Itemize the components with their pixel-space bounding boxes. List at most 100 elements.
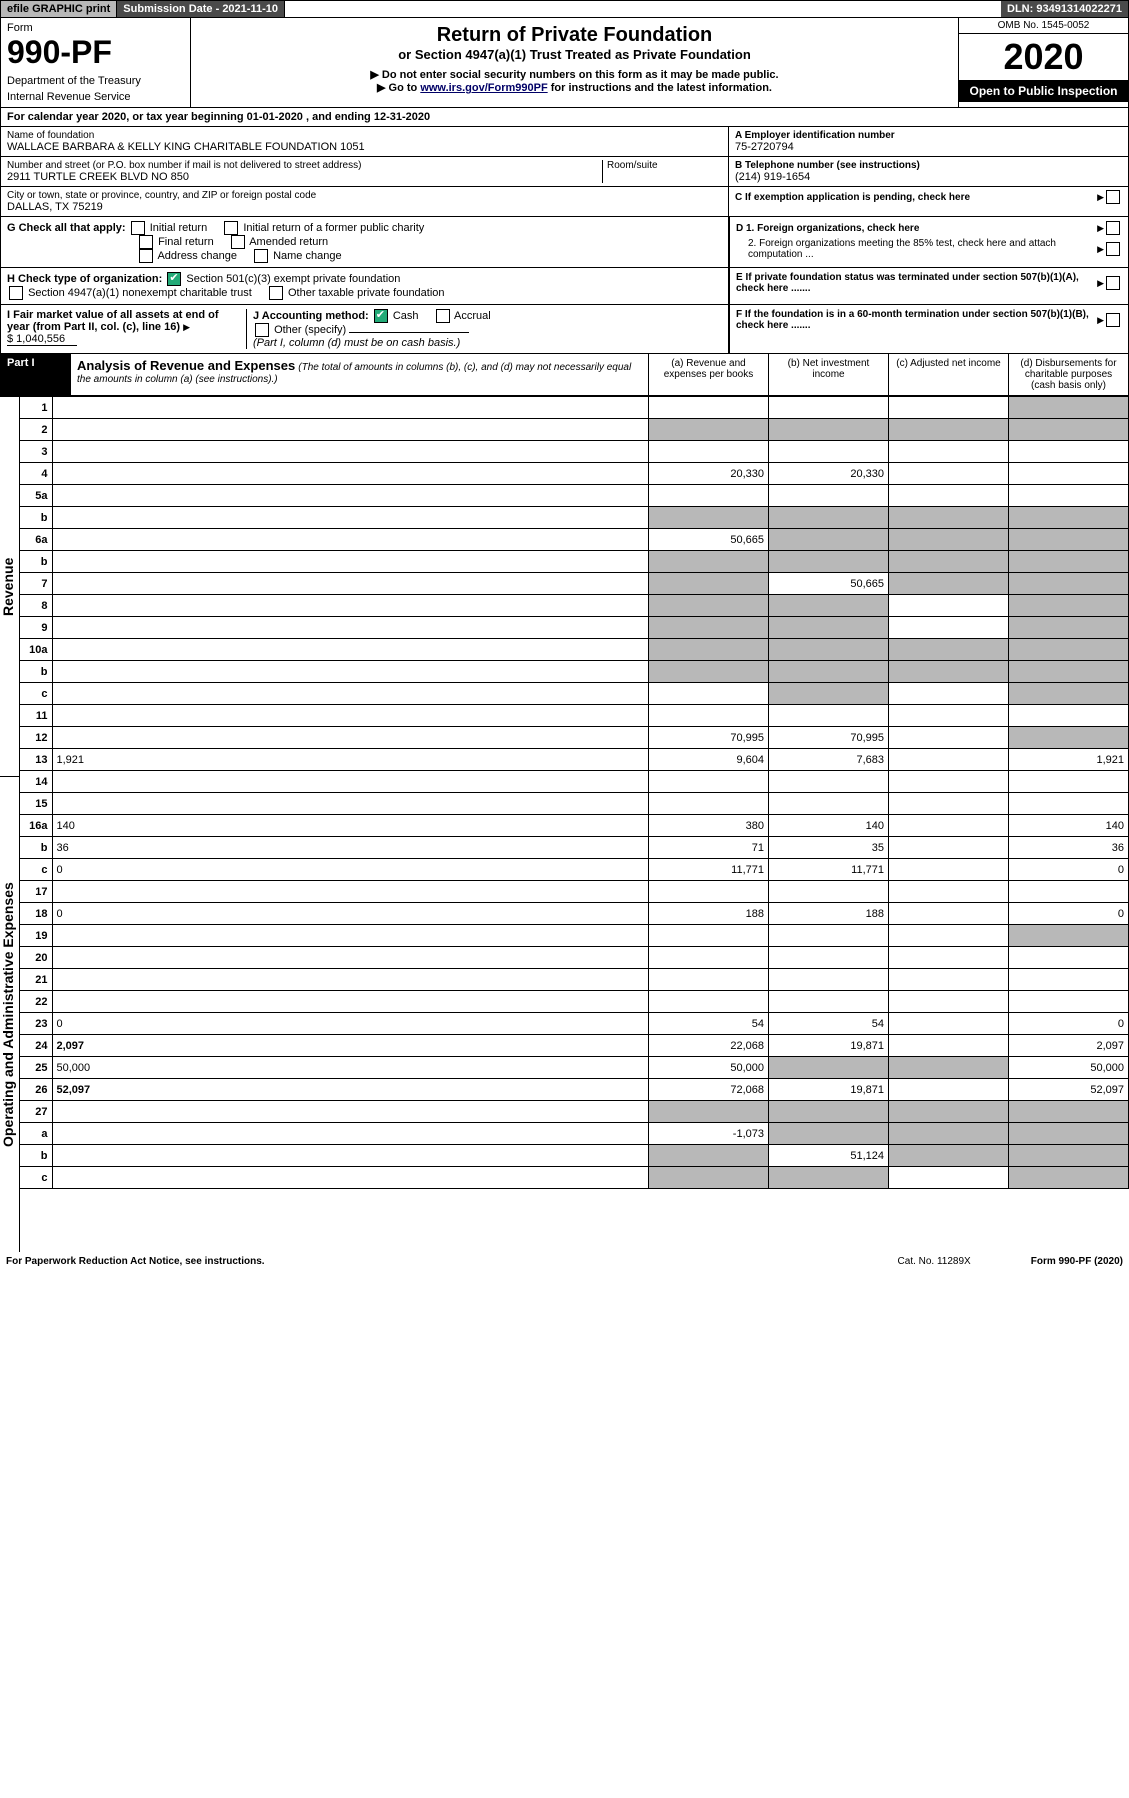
table-row: 6a50,665 xyxy=(20,529,1129,551)
line-desc: 0 xyxy=(52,1013,649,1035)
j-accrual-checkbox[interactable] xyxy=(436,309,450,323)
amount-col-d: 50,000 xyxy=(1009,1057,1129,1079)
amount-col-c xyxy=(889,1013,1009,1035)
amount-col-a xyxy=(649,573,769,595)
amount-col-b xyxy=(769,771,889,793)
col-c-header: (c) Adjusted net income xyxy=(888,354,1008,395)
j-other-field[interactable] xyxy=(349,332,469,333)
amount-col-c xyxy=(889,1035,1009,1057)
d1-checkbox[interactable] xyxy=(1106,221,1120,235)
c-checkbox[interactable] xyxy=(1106,190,1120,204)
line-number: 9 xyxy=(20,617,52,639)
f-checkbox[interactable] xyxy=(1106,313,1120,327)
table-row: 2550,00050,00050,000 xyxy=(20,1057,1129,1079)
line-number: c xyxy=(20,1167,52,1189)
g-initial-public-checkbox[interactable] xyxy=(224,221,238,235)
line-number: c xyxy=(20,683,52,705)
table-row: 17 xyxy=(20,881,1129,903)
amount-col-b xyxy=(769,947,889,969)
amount-col-d xyxy=(1009,441,1129,463)
d2-label: 2. Foreign organizations meeting the 85%… xyxy=(736,238,1097,260)
table-row: 2 xyxy=(20,419,1129,441)
g-address-checkbox[interactable] xyxy=(139,249,153,263)
line-number: 24 xyxy=(20,1035,52,1057)
j-note: (Part I, column (d) must be on cash basi… xyxy=(253,337,460,349)
amount-col-d xyxy=(1009,1123,1129,1145)
line-desc: 50,000 xyxy=(52,1057,649,1079)
line-number: 2 xyxy=(20,419,52,441)
arrow-icon xyxy=(1097,278,1104,289)
col-d-header: (d) Disbursements for charitable purpose… xyxy=(1008,354,1128,395)
line-number: 13 xyxy=(20,749,52,771)
city-label: City or town, state or province, country… xyxy=(7,190,722,201)
amount-col-d: 140 xyxy=(1009,815,1129,837)
amount-col-a: 20,330 xyxy=(649,463,769,485)
amount-col-d xyxy=(1009,617,1129,639)
g-final-checkbox[interactable] xyxy=(139,235,153,249)
h-other-checkbox[interactable] xyxy=(269,286,283,300)
amount-col-b xyxy=(769,969,889,991)
line-number: 20 xyxy=(20,947,52,969)
h-4947-checkbox[interactable] xyxy=(9,286,23,300)
amount-col-b xyxy=(769,1101,889,1123)
dept-treasury: Department of the Treasury xyxy=(7,75,184,87)
arrow-icon xyxy=(183,321,190,333)
j-other-checkbox[interactable] xyxy=(255,323,269,337)
g-name-checkbox[interactable] xyxy=(254,249,268,263)
amount-col-a: 70,995 xyxy=(649,727,769,749)
cat-no: Cat. No. 11289X xyxy=(898,1256,971,1267)
amount-col-a xyxy=(649,1101,769,1123)
e-checkbox[interactable] xyxy=(1106,276,1120,290)
efile-label[interactable]: efile GRAPHIC print xyxy=(1,1,117,17)
table-row: a-1,073 xyxy=(20,1123,1129,1145)
calendar-year-row: For calendar year 2020, or tax year begi… xyxy=(0,108,1129,127)
amount-col-a xyxy=(649,551,769,573)
amount-col-a xyxy=(649,947,769,969)
city-state-zip: DALLAS, TX 75219 xyxy=(7,201,103,213)
g-amended-checkbox[interactable] xyxy=(231,235,245,249)
part1-table: Revenue Operating and Administrative Exp… xyxy=(0,396,1129,1252)
expenses-side-label: Operating and Administrative Expenses xyxy=(0,776,20,1252)
amount-col-b xyxy=(769,1167,889,1189)
amount-col-b xyxy=(769,1123,889,1145)
amount-col-c xyxy=(889,1167,1009,1189)
table-row: 8 xyxy=(20,595,1129,617)
h-501c3-checkbox[interactable] xyxy=(167,272,181,286)
amount-col-d: 0 xyxy=(1009,859,1129,881)
line-number: 18 xyxy=(20,903,52,925)
d1-label: D 1. Foreign organizations, check here xyxy=(736,223,1097,234)
amount-col-c xyxy=(889,573,1009,595)
irs-link[interactable]: www.irs.gov/Form990PF xyxy=(420,82,547,94)
line-number: 1 xyxy=(20,397,52,419)
amount-col-b: 19,871 xyxy=(769,1035,889,1057)
amount-col-a xyxy=(649,991,769,1013)
amount-col-c xyxy=(889,859,1009,881)
part1-label: Part I xyxy=(1,354,71,395)
amount-col-d xyxy=(1009,397,1129,419)
line-desc xyxy=(52,573,649,595)
amount-col-d xyxy=(1009,661,1129,683)
amount-col-c xyxy=(889,507,1009,529)
table-row: 9 xyxy=(20,617,1129,639)
amount-col-d xyxy=(1009,595,1129,617)
arrow-icon xyxy=(1097,244,1104,255)
line-desc xyxy=(52,1123,649,1145)
line-number: 22 xyxy=(20,991,52,1013)
amount-col-c xyxy=(889,397,1009,419)
d2-checkbox[interactable] xyxy=(1106,242,1120,256)
ein: 75-2720794 xyxy=(735,141,794,153)
line-desc xyxy=(52,1167,649,1189)
j-cash-checkbox[interactable] xyxy=(374,309,388,323)
amount-col-d xyxy=(1009,1101,1129,1123)
open-public: Open to Public Inspection xyxy=(959,80,1128,102)
amount-col-a xyxy=(649,661,769,683)
amount-col-a xyxy=(649,771,769,793)
table-row: 16a140380140140 xyxy=(20,815,1129,837)
amount-col-a xyxy=(649,617,769,639)
line-desc: 140 xyxy=(52,815,649,837)
amount-col-c xyxy=(889,551,1009,573)
g-initial-checkbox[interactable] xyxy=(131,221,145,235)
line-desc xyxy=(52,683,649,705)
amount-col-b xyxy=(769,661,889,683)
table-row: 3 xyxy=(20,441,1129,463)
